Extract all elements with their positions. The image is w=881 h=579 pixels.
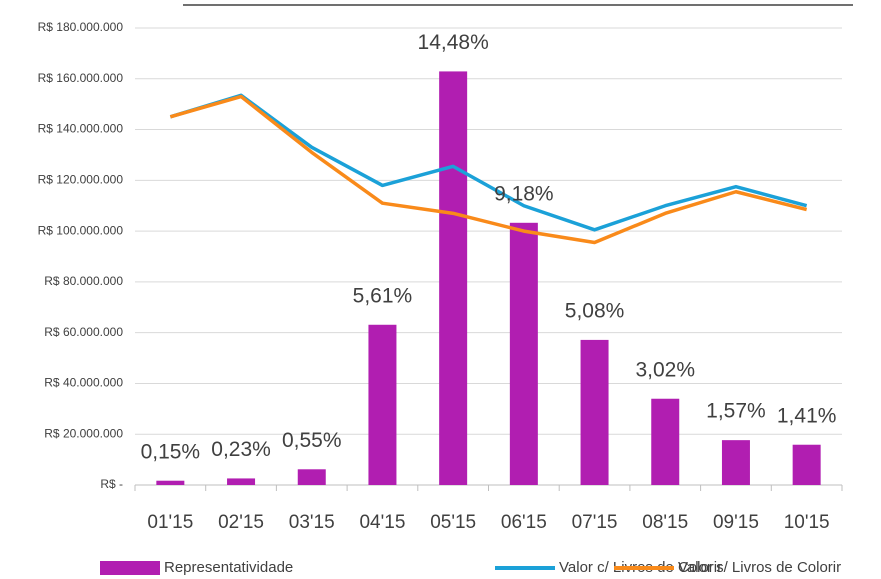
bar <box>580 339 609 485</box>
bar <box>721 440 750 485</box>
legend-label: Valor s/ Livros de Colorir <box>678 559 841 576</box>
bar <box>439 71 468 485</box>
x-tick-label: 01'15 <box>147 512 193 533</box>
bar <box>156 480 185 485</box>
data-label: 1,57% <box>706 400 766 423</box>
line <box>169 93 808 232</box>
bar <box>509 222 538 485</box>
x-tick-label: 06'15 <box>501 512 547 533</box>
line <box>169 94 808 245</box>
y-tick-label: R$ 120.000.000 <box>38 173 124 187</box>
bar <box>297 469 326 485</box>
y-tick-label: R$ 80.000.000 <box>44 274 123 288</box>
bar <box>651 398 680 485</box>
bar <box>792 444 821 485</box>
x-tick-label: 10'15 <box>784 512 830 533</box>
x-tick-label: 08'15 <box>642 512 688 533</box>
x-tick-label: 09'15 <box>713 512 759 533</box>
y-tick-label: R$ 140.000.000 <box>38 122 124 136</box>
y-tick-label: R$ - <box>100 477 123 491</box>
data-label: 3,02% <box>635 358 695 381</box>
legend-swatch <box>100 561 160 575</box>
data-label: 5,08% <box>565 299 625 322</box>
y-tick-label: R$ 40.000.000 <box>44 376 123 390</box>
x-tick-label: 03'15 <box>289 512 335 533</box>
bar <box>227 478 256 485</box>
y-tick-label: R$ 180.000.000 <box>38 20 124 34</box>
bar <box>368 324 397 485</box>
x-tick-label: 05'15 <box>430 512 476 533</box>
y-tick-label: R$ 20.000.000 <box>44 426 123 440</box>
y-tick-label: R$ 160.000.000 <box>38 71 124 85</box>
legend-label: Representatividade <box>164 559 293 576</box>
x-tick-label: 07'15 <box>572 512 618 533</box>
y-tick-label: R$ 60.000.000 <box>44 325 123 339</box>
x-tick-label: 02'15 <box>218 512 264 533</box>
data-label: 0,23% <box>211 438 271 461</box>
data-label: 0,15% <box>141 440 201 463</box>
y-tick-label: R$ 100.000.000 <box>38 223 124 237</box>
data-label: 14,48% <box>418 31 489 54</box>
x-tick-label: 04'15 <box>359 512 405 533</box>
data-label: 1,41% <box>777 404 837 427</box>
data-label: 9,18% <box>494 182 554 205</box>
data-label: 5,61% <box>353 284 413 307</box>
data-label: 0,55% <box>282 429 342 452</box>
